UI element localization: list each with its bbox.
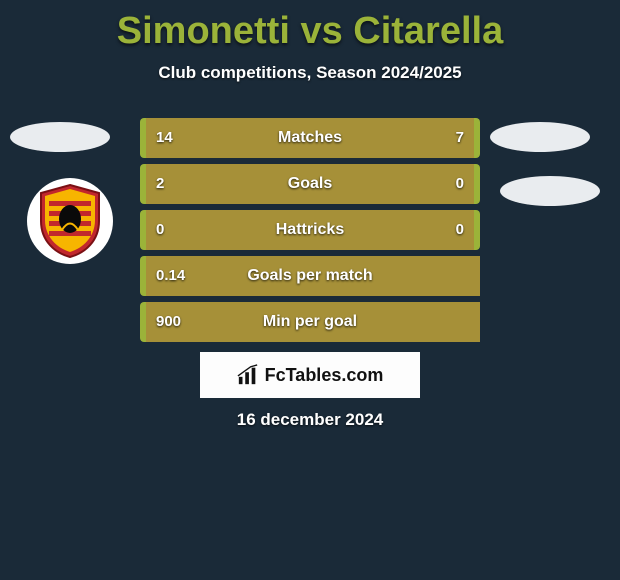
stat-bar-left: 0 <box>140 210 310 250</box>
stats-table: 147Matches20Goals00Hattricks0.14Goals pe… <box>140 118 480 348</box>
player-slot-left <box>10 122 110 152</box>
club-crest <box>27 178 113 264</box>
bar-chart-icon <box>237 364 259 386</box>
player-slot-right-1 <box>490 122 590 152</box>
stat-value-left: 0.14 <box>156 256 185 296</box>
stat-bar-right: 0 <box>400 164 480 204</box>
stat-value-right: 7 <box>456 118 464 158</box>
stat-bar-right: 7 <box>360 118 480 158</box>
stat-bar-left: 0.14 <box>140 256 480 296</box>
stat-bar-left: 2 <box>140 164 400 204</box>
stat-row: 147Matches <box>140 118 480 158</box>
stat-bar-right: 0 <box>310 210 480 250</box>
stat-row: 900Min per goal <box>140 302 480 342</box>
stat-row: 20Goals <box>140 164 480 204</box>
stat-value-right: 0 <box>456 164 464 204</box>
brand-badge[interactable]: FcTables.com <box>200 352 420 398</box>
date-text: 16 december 2024 <box>0 410 620 430</box>
brand-text: FcTables.com <box>265 365 384 386</box>
stat-row: 0.14Goals per match <box>140 256 480 296</box>
stat-value-left: 2 <box>156 164 164 204</box>
stat-value-left: 900 <box>156 302 181 342</box>
stat-value-left: 14 <box>156 118 173 158</box>
page-title: Simonetti vs Citarella <box>0 0 620 53</box>
stat-value-left: 0 <box>156 210 164 250</box>
stat-bar-left: 14 <box>140 118 360 158</box>
player-slot-right-2 <box>500 176 600 206</box>
page-subtitle: Club competitions, Season 2024/2025 <box>0 63 620 83</box>
comparison-card: Simonetti vs Citarella Club competitions… <box>0 0 620 580</box>
shield-icon <box>37 183 103 259</box>
stat-bar-left: 900 <box>140 302 480 342</box>
stat-value-right: 0 <box>456 210 464 250</box>
stat-row: 00Hattricks <box>140 210 480 250</box>
